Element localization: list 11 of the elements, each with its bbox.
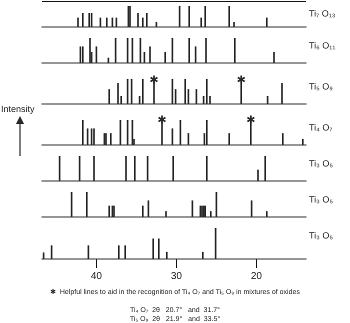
x-tick-label: 20	[250, 270, 262, 282]
text: Ti₆ O₁₁	[309, 40, 336, 50]
text: Ti₇ O₁₃	[309, 8, 336, 18]
text: Ti₃ O₅	[309, 194, 334, 204]
text: Ti₃ O₅	[309, 230, 334, 240]
series-label: Ti₄ O₇	[309, 122, 332, 132]
text: Ti₃ O₅	[309, 158, 334, 168]
x-tick-label: 40	[90, 270, 102, 282]
x-tick-label: 30	[170, 270, 182, 282]
text: Ti₅ O₉	[309, 81, 334, 92]
y-axis-title: Intensity	[1, 104, 35, 115]
